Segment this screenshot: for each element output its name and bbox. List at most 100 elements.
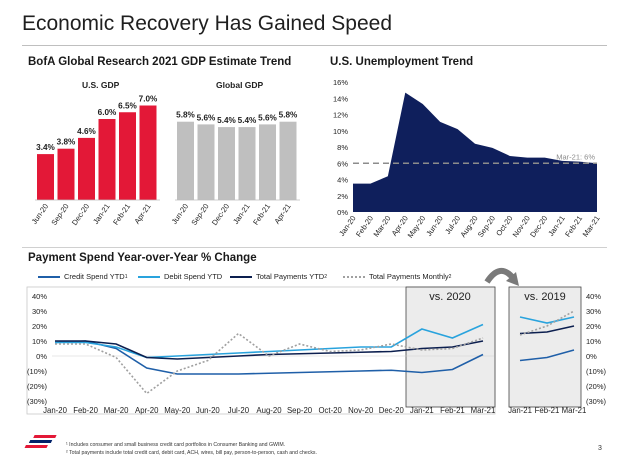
unemployment-y-tick: 4% xyxy=(337,176,348,185)
global_gdp-bar xyxy=(218,127,235,200)
unemployment-y-tick: 12% xyxy=(333,111,348,120)
payment-x-tick: Sep-20 xyxy=(287,406,313,415)
payment-vs2019-y-tick: 10% xyxy=(586,337,601,346)
gdp-section-heading: BofA Global Research 2021 GDP Estimate T… xyxy=(28,56,292,68)
payment-y-tick: (20%) xyxy=(27,382,48,391)
page-title: Economic Recovery Has Gained Speed xyxy=(22,12,393,35)
legend-sup-total-monthly: 2 xyxy=(448,273,452,280)
payment-x-tick: Nov-20 xyxy=(348,406,374,415)
payment-y-tick: 30% xyxy=(32,307,47,316)
payment-vs2019-y-tick: 20% xyxy=(586,322,601,331)
legend-item-debit: Debit Spend YTD xyxy=(138,272,222,281)
unemployment-y-tick: 8% xyxy=(337,143,348,152)
global_gdp-bar xyxy=(238,127,256,200)
payment-series-line xyxy=(55,332,484,395)
payment-x-tick: Mar-21 xyxy=(471,406,496,415)
bank-logo xyxy=(22,432,60,454)
payment-x-tick: Dec-20 xyxy=(379,406,405,415)
global_gdp-data-label: 5.4% xyxy=(217,116,236,125)
payment-vs2019-x-tick: Feb-21 xyxy=(535,406,560,415)
payment-y-tick: 10% xyxy=(32,337,47,346)
unemployment-y-tick: 6% xyxy=(337,159,348,168)
payment-x-tick: Aug-20 xyxy=(256,406,282,415)
payment-legend: Credit Spend YTD 1 Debit Spend YTD Total … xyxy=(38,272,478,284)
global_gdp-data-label: 5.4% xyxy=(238,116,257,125)
payment-x-tick: Jan-21 xyxy=(410,406,434,415)
payment-vs2019-y-tick: 0% xyxy=(586,352,597,361)
unemployment-section-heading: U.S. Unemployment Trend xyxy=(330,56,474,68)
curved-arrow-icon xyxy=(484,268,516,284)
global-gdp-title: Global GDP xyxy=(216,80,264,90)
us_gdp-data-label: 4.6% xyxy=(77,127,96,136)
us_gdp-bar xyxy=(57,148,75,200)
legend-label-total-ytd: Total Payments YTD xyxy=(256,272,325,281)
global_gdp-bar xyxy=(259,124,276,200)
payment-vs2019-x-tick: Jan-21 xyxy=(508,406,532,415)
unemployment-y-tick: 2% xyxy=(337,192,348,201)
global_gdp-bar xyxy=(197,124,215,200)
payment-vs2019-label: vs. 2019 xyxy=(524,291,566,303)
global_gdp-data-label: 5.8% xyxy=(176,111,195,120)
payment-vs2019-x-tick: Mar-21 xyxy=(562,406,587,415)
global_gdp-data-label: 5.6% xyxy=(258,113,277,122)
us_gdp-data-label: 3.8% xyxy=(57,138,76,147)
legend-label-total-monthly: Total Payments Monthly xyxy=(369,272,449,281)
payment-vs2019-panel xyxy=(508,286,582,408)
payment-vs2019-y-tick: (10%) xyxy=(586,367,607,376)
us_gdp-bar xyxy=(37,154,54,200)
legend-label-debit: Debit Spend YTD xyxy=(164,272,223,281)
us_gdp-data-label: 7.0% xyxy=(139,95,158,104)
payment-y-tick: (10%) xyxy=(27,367,48,376)
payment-x-tick: Jul-20 xyxy=(228,406,250,415)
global_gdp-data-label: 5.8% xyxy=(279,111,298,120)
unemployment-y-tick: 0% xyxy=(337,208,348,217)
payment-vs2019-series-line xyxy=(519,310,575,336)
legend-swatch-credit xyxy=(38,275,60,278)
payment-x-tick: Jun-20 xyxy=(196,406,221,415)
payment-vs2019-y-tick: 40% xyxy=(586,292,601,301)
payment-series-line xyxy=(55,323,484,359)
us_gdp-bar xyxy=(78,137,95,200)
payment-vs2019-series-line xyxy=(519,349,575,362)
us_gdp-bar xyxy=(119,112,136,200)
payment-x-tick: Mar-20 xyxy=(104,406,129,415)
title-divider xyxy=(22,45,607,46)
bank-flag-logo-icon xyxy=(24,435,57,448)
legend-swatch-total-monthly xyxy=(343,275,365,278)
us_gdp-bar xyxy=(98,119,116,200)
us-gdp-title: U.S. GDP xyxy=(82,80,120,90)
legend-sup-credit: 1 xyxy=(124,273,128,280)
payment-x-tick: Feb-21 xyxy=(440,406,465,415)
payment-y-tick: 0% xyxy=(36,352,47,361)
payment-x-tick: Jan-20 xyxy=(43,406,68,415)
unemployment-y-tick: 16% xyxy=(333,78,348,87)
us_gdp-data-label: 6.0% xyxy=(98,108,117,117)
payment-vs2019-series-line xyxy=(519,325,575,335)
footnote-1: ¹ Includes consumer and small business c… xyxy=(66,442,286,448)
payment-vs2019-y-tick: (20%) xyxy=(586,382,607,391)
payment-vs2019-y-tick: 30% xyxy=(586,307,601,316)
footnote-2: ² Total payments include total credit ca… xyxy=(66,450,317,456)
unemployment-reference-label: Mar-21: 6% xyxy=(556,152,595,161)
legend-sup-total-ytd: 2 xyxy=(324,273,328,280)
us_gdp-bar xyxy=(139,105,157,200)
payment-vs2020-label: vs. 2020 xyxy=(429,291,471,303)
section-divider xyxy=(22,247,607,248)
payment-vs2019-y-tick: (30%) xyxy=(586,397,607,406)
payment-series-line xyxy=(54,340,484,375)
payment-section-heading: Payment Spend Year-over-Year % Change xyxy=(28,252,257,264)
legend-item-total-ytd: Total Payments YTD 2 xyxy=(230,272,327,281)
unemployment-area xyxy=(353,92,597,212)
page-number: 3 xyxy=(598,445,602,452)
payment-y-tick: 20% xyxy=(32,322,47,331)
legend-swatch-debit xyxy=(138,275,160,278)
unemployment-y-tick: 10% xyxy=(333,127,348,136)
payment-y-tick: (30%) xyxy=(27,397,48,406)
payment-series-line xyxy=(55,340,484,360)
payment-x-tick: May-20 xyxy=(164,406,191,415)
legend-item-total-monthly: Total Payments Monthly 2 xyxy=(343,272,451,281)
legend-swatch-total-ytd xyxy=(230,275,252,278)
